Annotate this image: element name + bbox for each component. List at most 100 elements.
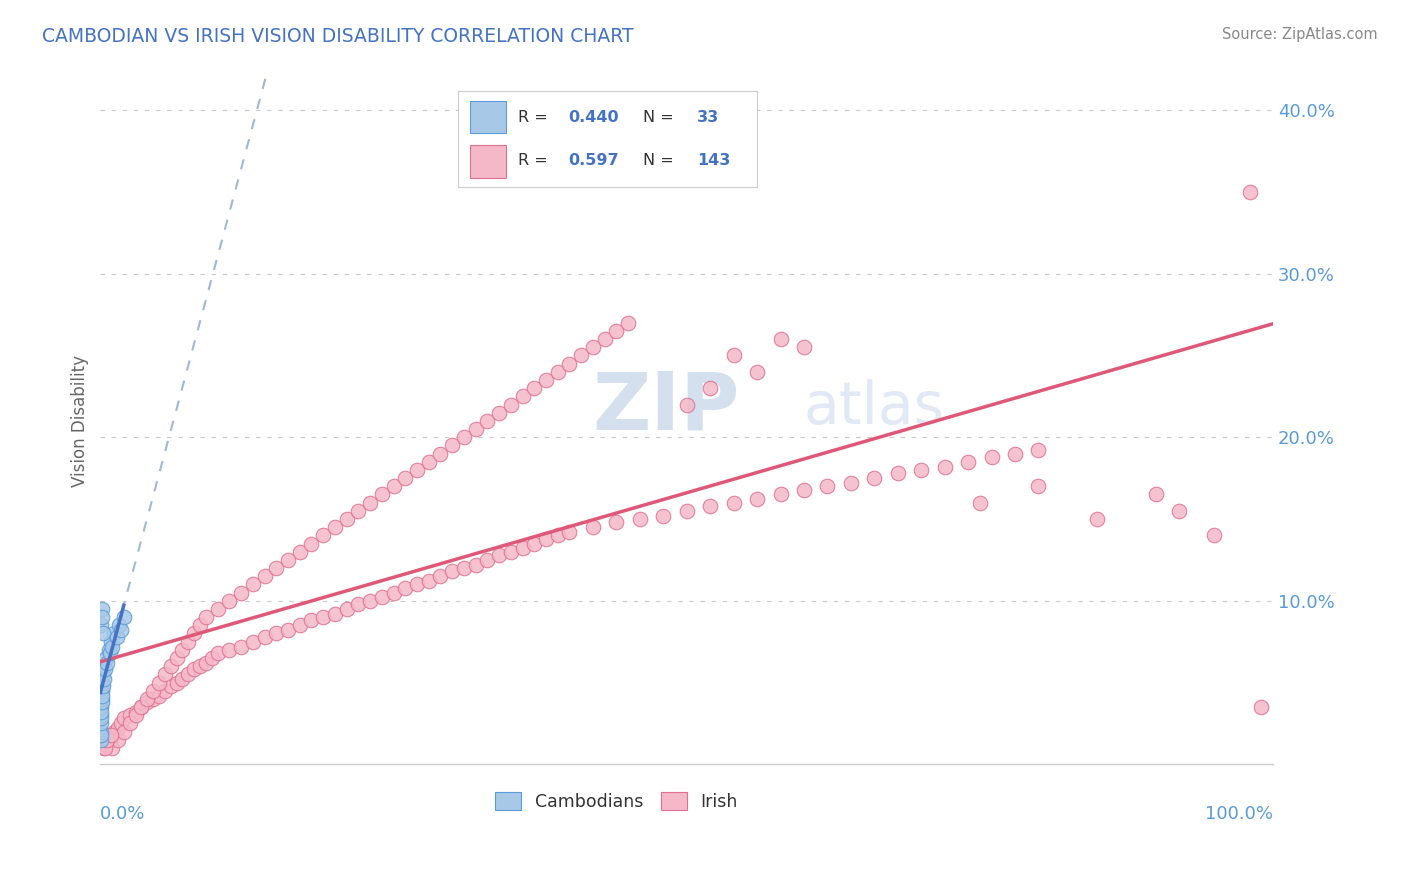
Point <box>863 471 886 485</box>
Point <box>91 626 114 640</box>
Point <box>371 487 394 501</box>
Point <box>547 528 569 542</box>
Point <box>394 471 416 485</box>
Point <box>453 430 475 444</box>
Point <box>312 610 335 624</box>
Point <box>336 602 359 616</box>
Point <box>91 610 114 624</box>
Point <box>91 689 114 703</box>
Point <box>90 711 112 725</box>
Point <box>90 708 112 723</box>
Point <box>582 340 605 354</box>
Point <box>124 705 146 719</box>
Point <box>723 495 745 509</box>
Point <box>699 381 721 395</box>
Point <box>769 332 792 346</box>
Point <box>628 512 651 526</box>
Point <box>1250 700 1272 714</box>
Point <box>547 365 569 379</box>
Point <box>136 691 159 706</box>
Point <box>1085 512 1108 526</box>
Point <box>91 675 114 690</box>
Point <box>347 504 370 518</box>
Point <box>110 623 132 637</box>
Point <box>699 499 721 513</box>
Point <box>194 610 217 624</box>
Point <box>253 569 276 583</box>
Point <box>288 544 311 558</box>
Point <box>745 492 768 507</box>
Point <box>1239 185 1261 199</box>
Point <box>97 642 120 657</box>
Point <box>112 724 135 739</box>
Point <box>131 700 153 714</box>
Point <box>453 561 475 575</box>
Point <box>177 667 200 681</box>
Point <box>124 708 146 723</box>
Point <box>815 479 838 493</box>
Point <box>910 463 932 477</box>
Point <box>112 711 135 725</box>
Point <box>90 700 112 714</box>
Point <box>131 700 153 714</box>
Point <box>253 630 276 644</box>
Point <box>153 683 176 698</box>
Point <box>582 520 605 534</box>
Legend: Cambodians, Irish: Cambodians, Irish <box>495 792 738 811</box>
Point <box>969 495 991 509</box>
Point <box>159 679 181 693</box>
Point <box>394 581 416 595</box>
Point <box>107 732 129 747</box>
Point <box>218 642 240 657</box>
Point <box>93 659 115 673</box>
Point <box>406 577 429 591</box>
Point <box>153 667 176 681</box>
Text: 100.0%: 100.0% <box>1205 805 1272 823</box>
Point <box>477 553 499 567</box>
Point <box>301 536 323 550</box>
Point <box>406 463 429 477</box>
Point <box>1144 487 1167 501</box>
Point <box>839 475 862 490</box>
Point <box>229 640 252 654</box>
Point <box>605 515 627 529</box>
Point <box>793 483 815 497</box>
Point <box>488 406 510 420</box>
Point <box>793 340 815 354</box>
Point <box>242 634 264 648</box>
Point <box>277 623 299 637</box>
Point <box>94 740 117 755</box>
Point <box>188 659 211 673</box>
Point <box>96 732 118 747</box>
Point <box>142 691 165 706</box>
Point <box>229 585 252 599</box>
Point <box>207 602 229 616</box>
Text: ZIP: ZIP <box>593 368 740 446</box>
Point <box>723 348 745 362</box>
Point <box>100 634 122 648</box>
Point <box>101 740 124 755</box>
Point <box>172 672 194 686</box>
Point <box>382 585 405 599</box>
Point <box>512 389 534 403</box>
Point <box>90 705 112 719</box>
Point <box>159 659 181 673</box>
Point <box>242 577 264 591</box>
Point <box>534 532 557 546</box>
Point <box>136 695 159 709</box>
Point <box>534 373 557 387</box>
Point <box>336 512 359 526</box>
Point <box>218 593 240 607</box>
Point <box>96 656 118 670</box>
Point <box>323 520 346 534</box>
Point <box>91 683 114 698</box>
Point <box>418 574 440 588</box>
Point <box>301 613 323 627</box>
Point <box>183 626 205 640</box>
Point <box>488 548 510 562</box>
Point <box>118 716 141 731</box>
Point <box>110 716 132 731</box>
Point <box>91 679 114 693</box>
Point <box>96 651 118 665</box>
Text: Source: ZipAtlas.com: Source: ZipAtlas.com <box>1222 27 1378 42</box>
